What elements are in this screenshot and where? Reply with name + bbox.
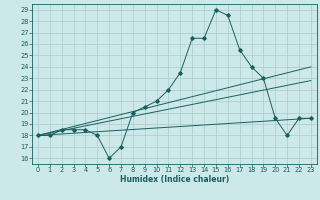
X-axis label: Humidex (Indice chaleur): Humidex (Indice chaleur) [120,175,229,184]
